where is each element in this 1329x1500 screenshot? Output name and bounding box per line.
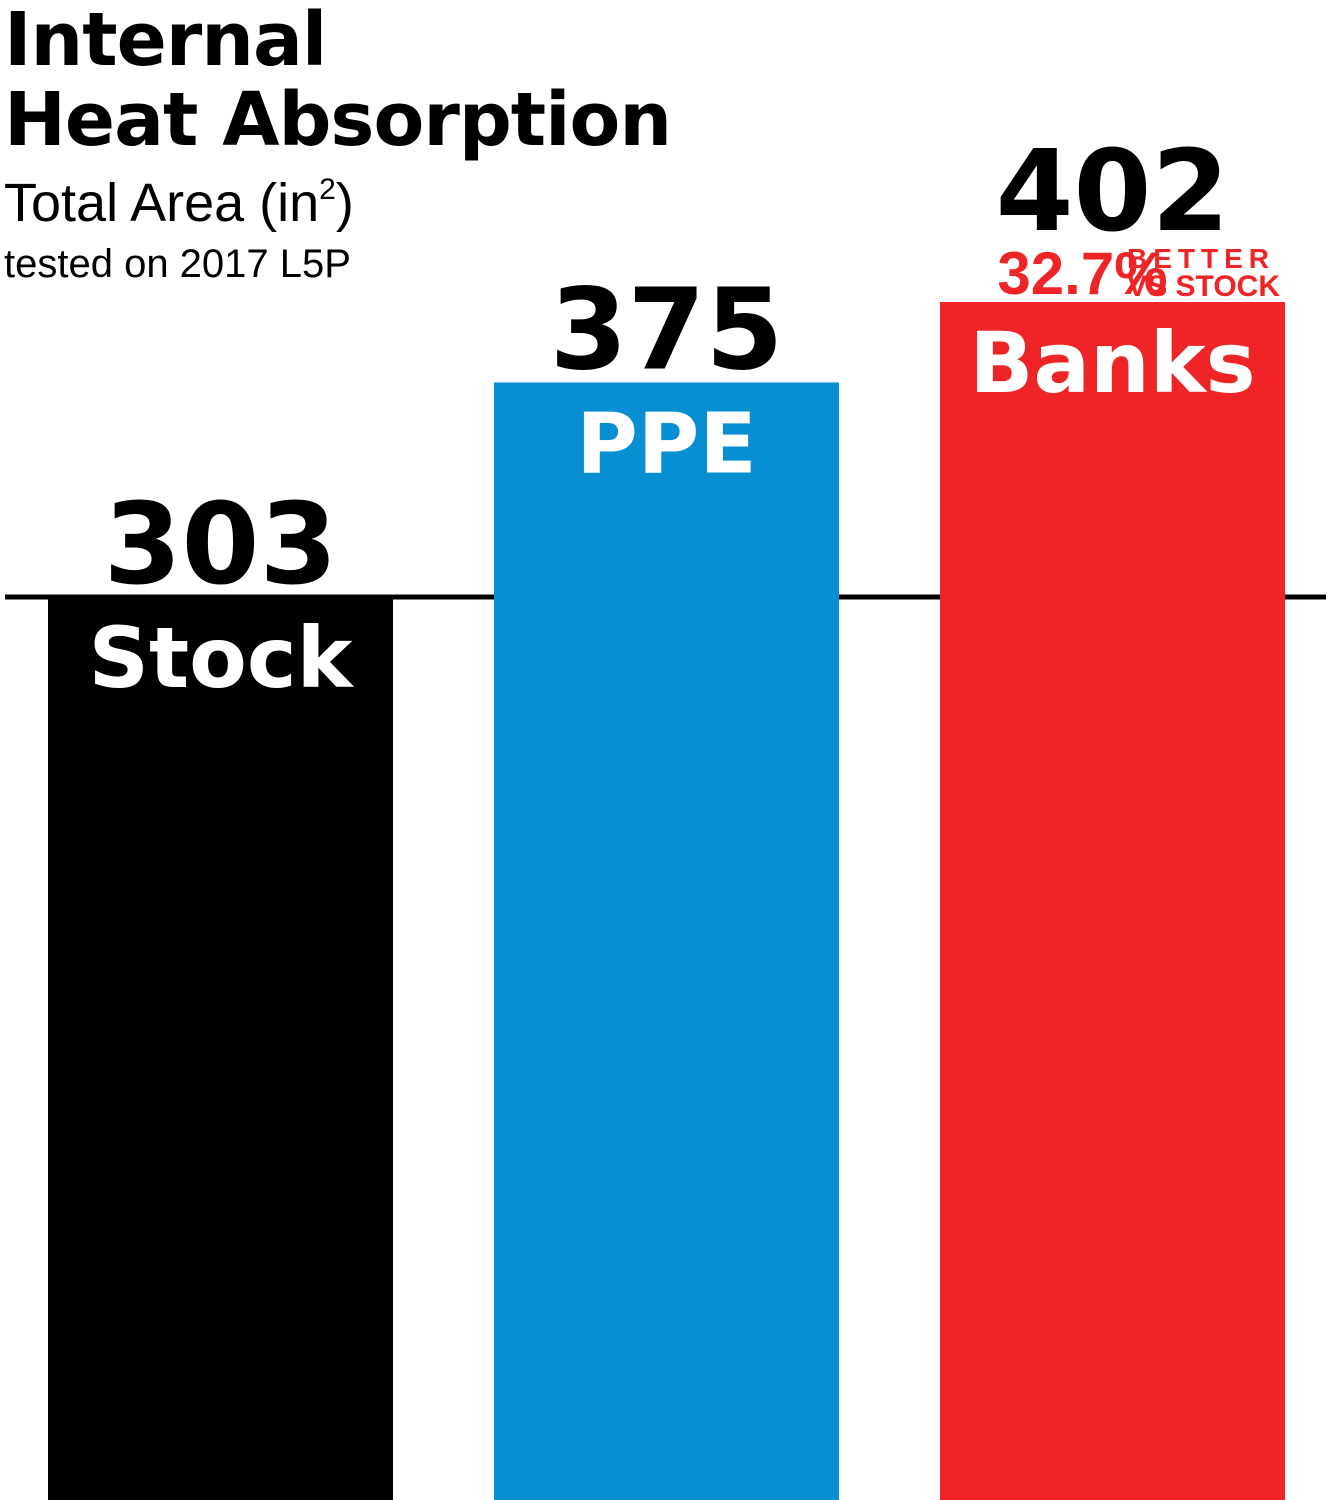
bar-label-banks: Banks (969, 314, 1255, 412)
bar-stock (48, 597, 393, 1500)
chart-title: Internal Heat Absorption (4, 0, 672, 163)
improvement-percent: 32.7% (997, 240, 1167, 307)
subtitle-text: Total Area (in (4, 173, 320, 233)
bar-banks (940, 302, 1285, 1500)
title-line-2: Heat Absorption (4, 77, 672, 163)
value-label-stock: 303 (104, 480, 338, 610)
improvement-label-better: BETTER (1127, 243, 1275, 274)
subtitle-superscript: 2 (319, 173, 336, 206)
title-line-1: Internal (4, 0, 327, 83)
value-label-banks: 402 (996, 127, 1230, 257)
chart-note: tested on 2017 L5P (4, 242, 351, 286)
bar-label-stock: Stock (88, 609, 354, 707)
bar-label-ppe: PPE (576, 394, 757, 492)
chart-subtitle: Total Area (in2) (4, 172, 354, 234)
improvement-label-vs-stock: VS STOCK (1127, 270, 1280, 303)
value-label-ppe: 375 (550, 265, 784, 395)
bar-ppe (494, 382, 839, 1500)
subtitle-close: ) (335, 173, 354, 233)
